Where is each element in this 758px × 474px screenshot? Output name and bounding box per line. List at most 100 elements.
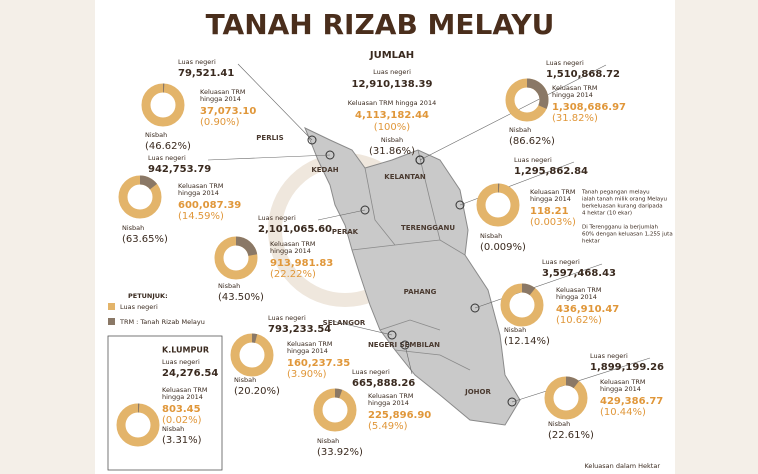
trm-pct: (10.44%) [600, 407, 646, 418]
trm-pct: (0.02%) [162, 415, 202, 426]
note-line: berkeluasan kurang daripada [582, 204, 663, 210]
nisbah-value: (0.009%) [480, 242, 526, 253]
note-line: 4 hektar (10 ekar) [582, 211, 632, 217]
nisbah-value: (46.62%) [145, 141, 191, 152]
total-trm_label: Keluasan TRM hingga 2014 [348, 99, 436, 107]
leader-line [207, 154, 331, 161]
luas-label: Luas negeri [352, 368, 390, 376]
trm-pct: (0.003%) [530, 217, 576, 228]
luas-value: 1,510,868.72 [546, 69, 620, 80]
luas-value: 793,233.54 [268, 324, 331, 335]
leader-line [404, 344, 413, 375]
legend-item: Luas negeri [120, 303, 158, 311]
donut-segment [334, 388, 343, 399]
donut-segment [235, 236, 258, 257]
luas-label: Luas negeri [148, 154, 186, 162]
note-line: hektar [582, 239, 601, 245]
trm-value: 118.21 [530, 206, 569, 217]
trm-value: 160,237.35 [287, 358, 350, 369]
luas-label: Luas negeri [514, 156, 552, 164]
map-pin [415, 155, 425, 165]
trm-label: hingga 2014 [600, 385, 641, 393]
map-pin [400, 340, 410, 350]
map-label: KELANTAN [384, 173, 426, 181]
trm-label: hingga 2014 [287, 347, 328, 355]
trm-label: Keluasan TRM [552, 84, 598, 92]
donut-segment [565, 376, 580, 389]
map-pin [360, 205, 370, 215]
nisbah-value: (3.31%) [162, 435, 202, 446]
luas-label: Luas negeri [546, 59, 584, 67]
trm-value: 803.45 [162, 404, 201, 415]
note-line: 60% dengan keluasan 1,255 juta [582, 232, 673, 238]
total-luas_label: Luas negeri [373, 68, 411, 76]
nisbah-value: (12.14%) [504, 336, 550, 347]
trm-pct: (14.59%) [178, 211, 224, 222]
kl-box [107, 335, 223, 471]
trm-value: 600,087.39 [178, 200, 241, 211]
total-heading: JUMLAH [369, 50, 414, 61]
donut-segment [251, 333, 258, 343]
nisbah-label: Nisbah [504, 326, 526, 334]
trm-label: hingga 2014 [530, 195, 571, 203]
trm-value: 429,386.77 [600, 396, 663, 407]
leader-line [327, 319, 393, 336]
luas-value: 665,888.26 [352, 378, 415, 389]
trm-label: hingga 2014 [162, 393, 203, 401]
trm-label: hingga 2014 [556, 293, 597, 301]
nisbah-label: Nisbah [162, 425, 184, 433]
footnote: Keluasan dalam Hektar [584, 462, 660, 470]
legend-heading: PETUNJUK: [128, 292, 168, 300]
trm-label: hingga 2014 [552, 91, 593, 99]
trm-label: Keluasan TRM [556, 286, 602, 294]
trm-label: hingga 2014 [200, 95, 241, 103]
donut-segment [139, 175, 158, 190]
nisbah-value: (63.65%) [122, 234, 168, 245]
note-line: ialah tanah milik orang Melayu [582, 197, 667, 203]
luas-value: 79,521.41 [178, 68, 234, 79]
map-pin [507, 397, 517, 407]
trm-label: Keluasan TRM [368, 392, 414, 400]
trm-pct: (3.90%) [287, 369, 327, 380]
nisbah-label: Nisbah [509, 126, 531, 134]
trm-value: 225,896.90 [368, 410, 431, 421]
map-borders [351, 149, 471, 371]
trm-pct: (0.90%) [200, 117, 240, 128]
luas-label: Luas negeri [162, 358, 200, 366]
map-pin [455, 200, 465, 210]
trm-pct: (10.62%) [556, 315, 602, 326]
map-label: PERLIS [256, 134, 283, 142]
nisbah-value: (20.20%) [234, 386, 280, 397]
trm-label: Keluasan TRM [178, 182, 224, 190]
map-peninsula [304, 126, 521, 426]
donut-segment [526, 78, 549, 109]
legend-swatch [108, 303, 115, 310]
trm-label: Keluasan TRM [162, 386, 208, 394]
luas-value: 942,753.79 [148, 164, 211, 175]
trm-value: 1,308,686.97 [552, 102, 626, 113]
nisbah-value: (43.50%) [218, 292, 264, 303]
trm-value: 913,981.83 [270, 258, 333, 269]
total-luas: 12,910,138.39 [352, 79, 433, 90]
luas-value: 2,101,065.60 [258, 224, 332, 235]
nisbah-value: (22.61%) [548, 430, 594, 441]
luas-label: Luas negeri [590, 352, 628, 360]
kl-title: K.LUMPUR [162, 346, 209, 355]
trm-label: Keluasan TRM [600, 378, 646, 386]
note-line: Di Terengganu ia berjumlah [582, 225, 658, 231]
trm-label: Keluasan TRM [200, 88, 246, 96]
leader-line [237, 63, 313, 141]
luas-label: Luas negeri [178, 58, 216, 66]
nisbah-value: (86.62%) [509, 136, 555, 147]
nisbah-label: Nisbah [480, 232, 502, 240]
nisbah-label: Nisbah [548, 420, 570, 428]
nisbah-label: Nisbah [234, 376, 256, 384]
luas-value: 1,899,199.26 [590, 362, 664, 373]
total-trm_pct: (100%) [374, 122, 410, 133]
map-label: JOHOR [464, 388, 491, 396]
trm-pct: (31.82%) [552, 113, 598, 124]
luas-value: 1,295,862.84 [514, 166, 588, 177]
leader-line [474, 263, 603, 309]
map-pin [387, 330, 397, 340]
